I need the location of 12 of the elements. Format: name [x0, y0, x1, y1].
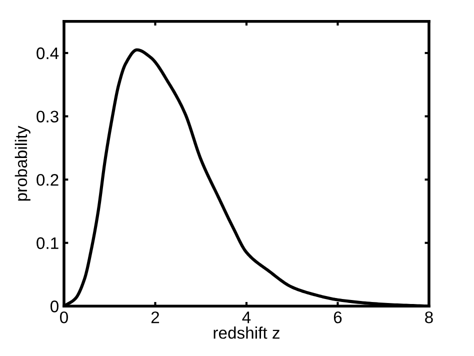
x-tick-label: 8: [425, 311, 433, 324]
y-tick-label: 0.3: [36, 110, 58, 122]
x-tick-label: 4: [242, 312, 251, 324]
y-tick-label: 0.4: [36, 47, 59, 60]
x-tick-label: 2: [151, 311, 160, 324]
x-tick-label: 6: [334, 311, 342, 324]
y-tick-label: 0.1: [36, 237, 58, 250]
y-axis-title: probability: [14, 126, 30, 201]
y-tick-label: 0: [50, 300, 58, 312]
x-tick-label: 0: [60, 311, 68, 324]
y-tick-label: 0.2: [36, 174, 58, 186]
x-axis-title: redshift z: [214, 326, 280, 339]
